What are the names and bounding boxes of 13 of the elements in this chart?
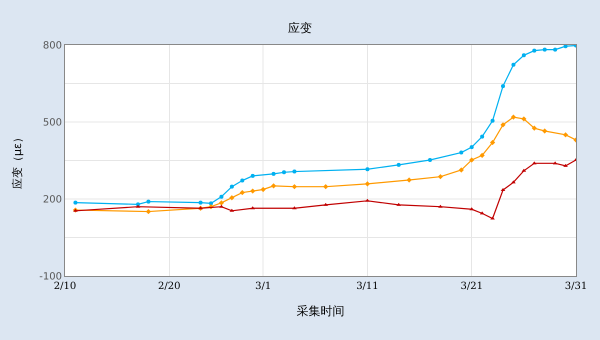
x-tick-label: 3/1: [255, 281, 272, 292]
chart-title: 应变: [288, 21, 312, 36]
x-tick-label: 3/21: [460, 281, 483, 292]
x-tick-label: 2/20: [158, 281, 181, 292]
x-tick-label: 3/11: [356, 281, 379, 292]
x-tick-label: 2/10: [54, 281, 76, 292]
y-tick-label: 500: [42, 118, 62, 128]
x-axis-title: 采集时间: [296, 304, 344, 318]
y-axis-title: 应变（με）: [10, 132, 24, 189]
y-tick-label: 200: [42, 194, 62, 206]
y-tick-label: -100: [39, 272, 62, 282]
x-tick-label: 3/31: [564, 281, 588, 292]
y-tick-label: 800: [42, 40, 62, 52]
